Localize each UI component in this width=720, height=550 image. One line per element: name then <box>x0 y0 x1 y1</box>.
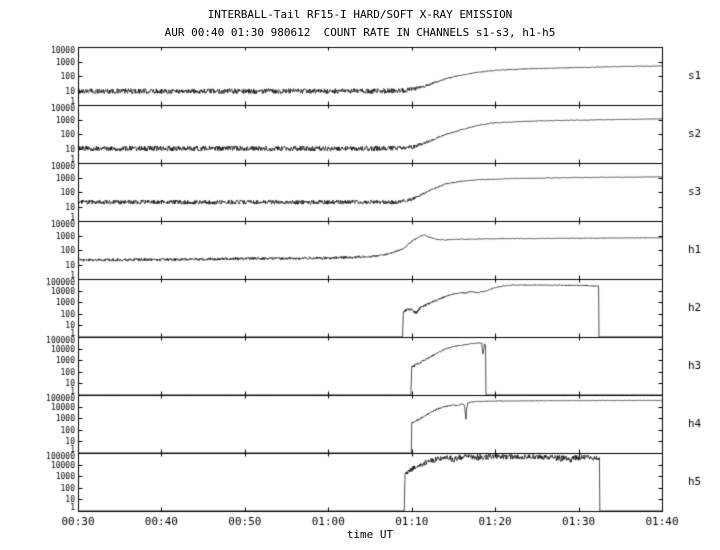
x-axis-label: time UT <box>346 528 394 541</box>
